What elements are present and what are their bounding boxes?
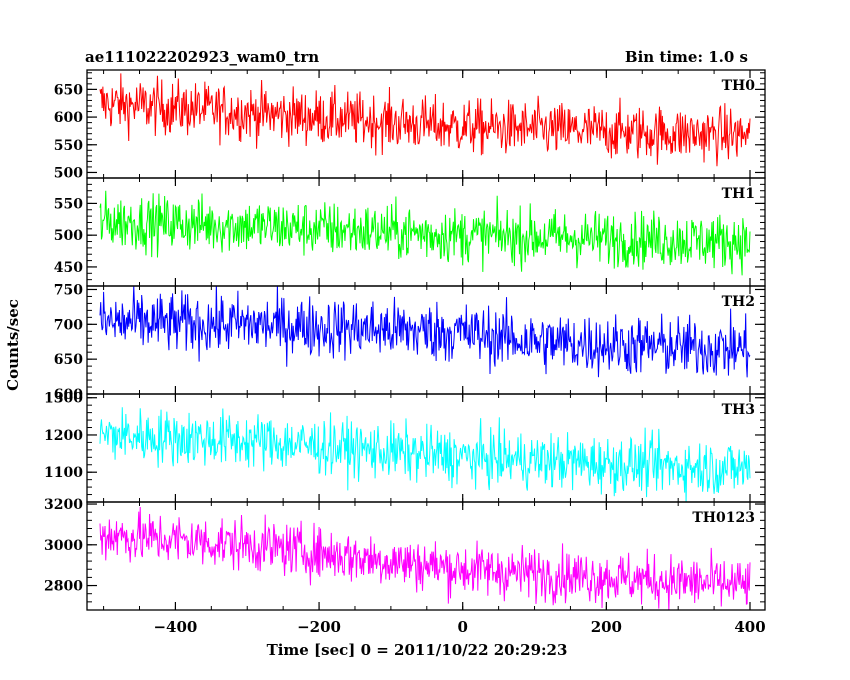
panel-th3: 1100 1200 1300 TH3 bbox=[44, 391, 766, 503]
panel-name-th1: TH1 bbox=[722, 186, 755, 202]
x-tick-label: 200 bbox=[591, 618, 622, 636]
series-line-th3 bbox=[99, 407, 751, 502]
y-tick-label: 1300 bbox=[44, 391, 83, 407]
panel-name-th2: TH2 bbox=[722, 294, 755, 310]
x-tick-label: 0 bbox=[457, 618, 467, 636]
y-tick-label: 600 bbox=[54, 110, 83, 126]
panel-th2: 600 650 700 750 TH2 bbox=[54, 282, 766, 403]
y-tick-label: 1200 bbox=[44, 428, 83, 444]
y-tick-label: 650 bbox=[54, 82, 83, 98]
y-tick-label: 500 bbox=[54, 165, 83, 181]
x-tick-label: −400 bbox=[153, 618, 197, 636]
y-tick-label: 3200 bbox=[44, 497, 83, 513]
bin-time-label: Bin time: 1.0 s bbox=[625, 48, 748, 66]
series-line-th1 bbox=[99, 190, 751, 276]
x-tick-label: −200 bbox=[297, 618, 341, 636]
y-tick-label: 750 bbox=[54, 282, 83, 298]
series-line-th0 bbox=[99, 73, 751, 167]
panel-name-th0123: TH0123 bbox=[692, 510, 755, 526]
y-tick-label: 3000 bbox=[44, 538, 83, 554]
y-tick-label: 550 bbox=[54, 196, 83, 212]
y-tick-label: 700 bbox=[54, 317, 83, 333]
y-axis-label: Counts/sec bbox=[4, 299, 22, 391]
y-tick-label: 450 bbox=[54, 260, 83, 276]
series-line-th2 bbox=[99, 286, 751, 378]
y-tick-label: 550 bbox=[54, 138, 83, 154]
panel-th0: 500 550 600 650 TH0 bbox=[54, 69, 766, 181]
series-line-th0123 bbox=[99, 506, 751, 610]
panel-frame bbox=[86, 501, 766, 611]
panels-group: 500 550 600 650 TH0 450 500 550 TH1 600 650 700 750 T… bbox=[44, 69, 766, 636]
chart-title: ae111022202923_wam0_trn bbox=[85, 48, 319, 66]
x-axis-label: Time [sec] 0 = 2011/10/22 20:29:23 bbox=[267, 641, 568, 659]
panel-name-th3: TH3 bbox=[722, 402, 755, 418]
y-tick-label: 2800 bbox=[44, 579, 83, 595]
y-tick-label: 1100 bbox=[44, 465, 83, 481]
panel-name-th0: TH0 bbox=[722, 78, 756, 94]
panel-th1: 450 500 550 TH1 bbox=[54, 177, 766, 287]
y-tick-label: 500 bbox=[54, 228, 83, 244]
panel-th0123: 2800 3000 3200 TH0123 bbox=[44, 497, 766, 611]
y-tick-label: 650 bbox=[54, 352, 83, 368]
x-tick-label: 400 bbox=[734, 618, 765, 636]
y-tick-label: 600 bbox=[54, 387, 83, 403]
